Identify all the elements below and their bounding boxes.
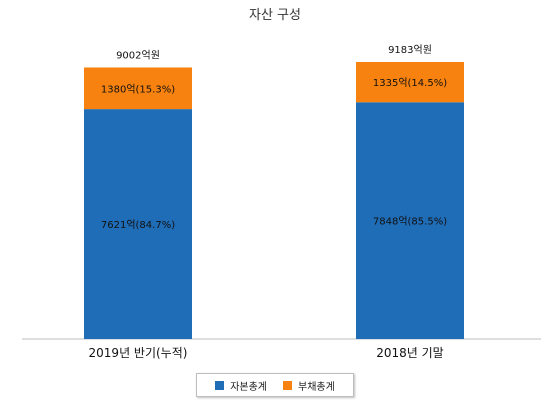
legend-swatch-equity bbox=[215, 380, 225, 390]
data-label-equity-0: 7621억(84.7%) bbox=[101, 219, 175, 231]
x-tick-label-1: 2018년 기말 bbox=[376, 346, 443, 360]
data-label-liabilities-0: 1380억(15.3%) bbox=[101, 83, 175, 95]
bar-liabilities-1 bbox=[356, 62, 464, 103]
legend-swatch-liabilities bbox=[283, 380, 292, 390]
legend-label-equity: 자본총계 bbox=[230, 381, 267, 393]
total-label-0: 9002억원 bbox=[116, 49, 160, 61]
x-tick-label-0: 2019년 반기(누적) bbox=[89, 346, 188, 360]
data-label-liabilities-1: 1335억(14.5%) bbox=[373, 77, 447, 89]
data-label-equity-1: 7848억(85.5%) bbox=[373, 216, 447, 228]
bars: 7621억(84.7%) 1380억(15.3%) 9002억원 2019년 반기(누… bbox=[84, 44, 464, 360]
legend-item-liabilities: 부채총계 bbox=[283, 378, 335, 393]
legend-item-equity: 자본총계 bbox=[215, 378, 267, 393]
total-label-1: 9183억원 bbox=[388, 44, 432, 56]
bar-equity-1 bbox=[356, 102, 464, 339]
legend-label-liabilities: 부채총계 bbox=[298, 381, 335, 393]
chart-title: 자산 구성 bbox=[249, 8, 301, 23]
bar-liabilities-0 bbox=[84, 67, 192, 110]
bar-equity-0 bbox=[84, 109, 192, 339]
legend: 자본총계 부채총계 bbox=[196, 373, 354, 397]
